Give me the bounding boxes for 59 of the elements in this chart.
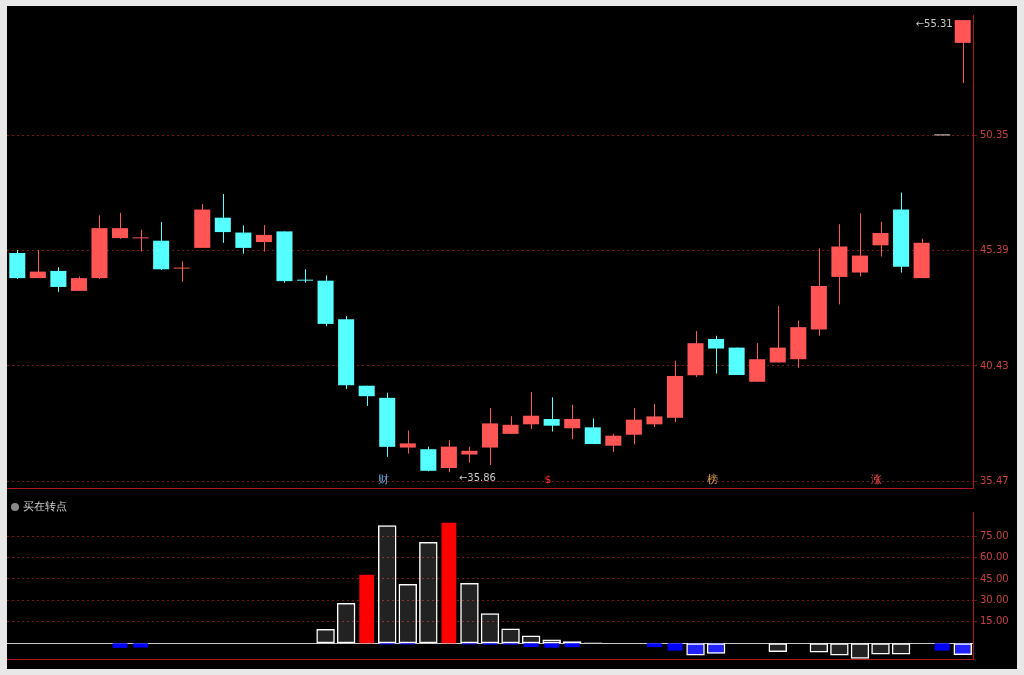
bar xyxy=(336,602,356,644)
bar xyxy=(564,643,580,648)
candlestick xyxy=(851,212,868,277)
y-tick-label: 45.39 xyxy=(980,244,1009,256)
candlestick xyxy=(543,396,560,433)
bar xyxy=(667,643,683,651)
candlestick xyxy=(769,305,786,363)
bar xyxy=(112,643,128,648)
annotation: 财 xyxy=(378,472,390,486)
annotation: 榜 xyxy=(706,472,718,486)
bar xyxy=(419,542,438,644)
candlestick xyxy=(646,403,663,428)
bar xyxy=(460,582,479,644)
candlestick xyxy=(523,391,540,430)
annotation: ←35.86 xyxy=(458,471,496,483)
bar xyxy=(523,643,539,647)
chart-title: 买在转点 xyxy=(23,499,67,514)
candlestick xyxy=(625,407,642,445)
bar xyxy=(133,643,148,648)
candlestick xyxy=(132,229,149,253)
bar xyxy=(544,643,560,648)
candlestick xyxy=(50,266,67,293)
annotation: $ xyxy=(544,472,552,486)
y-tick-label: 15.00 xyxy=(980,615,1009,627)
bar xyxy=(398,584,418,644)
y-tick-label: 50.35 xyxy=(980,128,1009,140)
y-tick-label: 45.00 xyxy=(980,572,1009,584)
bar xyxy=(359,574,375,644)
candlestick xyxy=(297,268,314,284)
candlestick xyxy=(29,249,46,279)
bar xyxy=(377,525,397,644)
y-tick-label: 75.00 xyxy=(980,529,1009,541)
y-tick-label: 60.00 xyxy=(980,551,1009,563)
candlestick xyxy=(235,224,252,255)
candlestick xyxy=(708,335,725,375)
y-tick-label: 35.47 xyxy=(980,474,1009,486)
candlestick xyxy=(564,404,581,440)
bar xyxy=(521,635,541,644)
y-tick-label: 30.00 xyxy=(980,593,1009,605)
candlestick xyxy=(605,433,622,453)
candlestick xyxy=(214,193,231,244)
bar xyxy=(934,643,950,651)
y-tick-label: 40.43 xyxy=(980,359,1009,371)
candlestick xyxy=(255,224,272,253)
candlestick xyxy=(584,417,601,445)
candlestick xyxy=(954,19,971,84)
candlestick xyxy=(749,342,766,383)
candlestick xyxy=(420,446,437,472)
candlestick xyxy=(872,221,889,257)
bar xyxy=(647,643,662,648)
candlestick xyxy=(440,439,457,473)
candlestick xyxy=(112,212,129,240)
bar xyxy=(809,643,829,653)
candlestick xyxy=(173,260,190,283)
bar xyxy=(480,613,500,644)
candlestick xyxy=(399,430,416,455)
annotation: ←55.31 xyxy=(915,17,953,29)
annotation: 涨 xyxy=(870,472,882,486)
bar xyxy=(441,522,457,644)
